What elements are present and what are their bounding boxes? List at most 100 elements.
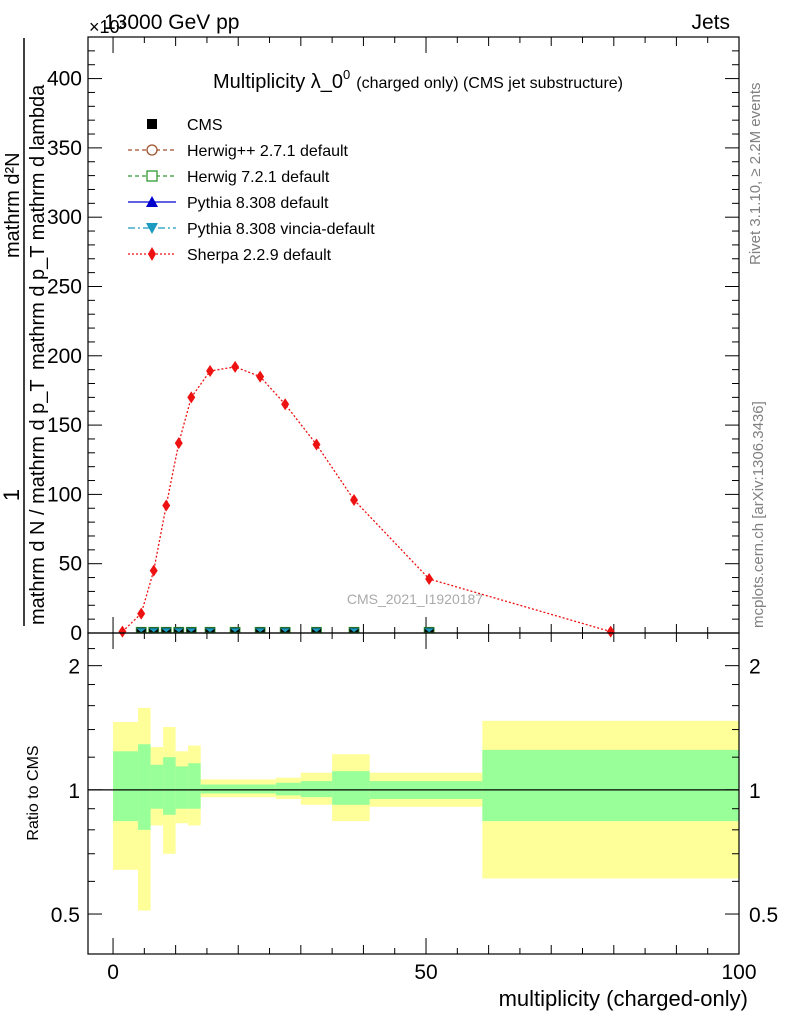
- vincia-point: [349, 628, 360, 633]
- legend: CMS Herwig++ 2.7.1 default Herwig 7.2.1 de…: [128, 117, 375, 264]
- vincia-point: [230, 628, 241, 633]
- herwig7-point: [160, 626, 172, 633]
- legend-marker-open-square: [146, 170, 158, 182]
- ratio-inner-band: [138, 744, 151, 830]
- ratio-y-tick-label-right: 1: [749, 780, 761, 803]
- title-superscript: 0: [343, 67, 350, 82]
- main-series: [118, 360, 615, 638]
- ratio-inner-band: [275, 782, 301, 796]
- x-tick-label: 0: [107, 961, 119, 984]
- ratio-inner-band: [188, 763, 201, 809]
- herwig7-point: [423, 626, 435, 633]
- sherpa-point: [350, 493, 359, 506]
- vincia-point: [136, 628, 147, 633]
- main-y-tick-label: 50: [59, 553, 82, 576]
- herwig7-point: [348, 626, 360, 633]
- ratio-frame: [87, 632, 740, 955]
- legend-entry: Pythia 8.308 vincia-default: [128, 221, 375, 238]
- y-title-right-numerator: mathrm d²N: [2, 152, 24, 258]
- main-y-tick-label: 100: [47, 483, 82, 506]
- x-tick-label: 50: [414, 961, 437, 984]
- y-axis-exponent: ×10³: [89, 17, 126, 37]
- sherpa-point: [312, 438, 321, 451]
- sherpa-point: [206, 365, 215, 378]
- sherpa-point: [149, 564, 158, 577]
- main-y-tick-label: 250: [47, 275, 82, 298]
- chart-title: Multiplicity λ_00 (charged only) (CMS jet…: [213, 67, 623, 93]
- ratio-inner-band: [300, 781, 333, 798]
- vincia-point: [186, 628, 197, 633]
- sherpa-point: [281, 398, 290, 411]
- ratio-inner-band: [244, 784, 276, 794]
- legend-entry: CMS: [147, 117, 223, 134]
- main-y-axis-title: 1 mathrm d N / mathrm d p_T mathrm d²N m…: [0, 38, 49, 626]
- mcplots-reference-label: mcplots.cern.ch [arXiv:1306.3436]: [750, 401, 767, 628]
- main-y-tick-label: 0: [70, 622, 82, 645]
- x-tick-label: 100: [721, 961, 756, 984]
- ratio-inner-band: [163, 757, 176, 815]
- title-rest: (charged only) (CMS jet substructure): [356, 75, 623, 92]
- main-y-tick-label: 400: [47, 68, 82, 91]
- sherpa-point: [118, 625, 127, 638]
- sherpa-point: [162, 499, 171, 512]
- legend-marker-diamond: [148, 247, 156, 261]
- sherpa-point: [231, 360, 240, 373]
- analysis-watermark: CMS_2021_I1920187: [347, 591, 483, 607]
- ratio-y-tick-label: 2: [68, 656, 80, 679]
- legend-label: CMS: [187, 117, 223, 134]
- vincia-point: [173, 628, 184, 633]
- sherpa-point: [187, 391, 196, 404]
- sherpa-point: [606, 625, 615, 638]
- herwig7-point: [311, 626, 322, 633]
- main-y-tick-label: 300: [47, 206, 82, 229]
- ratio-y-tick-label-right: 0.5: [749, 904, 778, 927]
- legend-marker-triangle-up: [146, 196, 158, 207]
- sherpa-point: [137, 607, 146, 620]
- ratio-y-tick-label: 1: [68, 780, 80, 803]
- legend-entry: Herwig 7.2.1 default: [128, 169, 330, 186]
- legend-entry: Herwig++ 2.7.1 default: [128, 143, 349, 160]
- herwig7-point: [135, 626, 147, 633]
- sherpa-curve: [121, 366, 611, 633]
- ratio-y-axis-title: Ratio to CMS: [25, 745, 42, 840]
- ratio-inner-band: [150, 764, 164, 809]
- ratio-inner-band: [332, 771, 370, 805]
- legend-marker-square: [147, 119, 157, 129]
- vincia-point: [205, 628, 216, 633]
- herwig7-point: [229, 626, 241, 633]
- sherpa-point: [425, 572, 434, 585]
- header-energy-label: 13000 GeV pp: [104, 11, 239, 34]
- rivet-version-label: Rivet 3.1.10, ≥ 2.2M events: [747, 83, 764, 266]
- herwig7-point: [254, 626, 266, 633]
- legend-label: Herwig++ 2.7.1 default: [187, 143, 349, 160]
- herwig7-point: [204, 626, 216, 633]
- ratio-plot-panel: 0.5 0.5 1 1 2 2 0 50 100 Ratio to CMS multiplici…: [25, 632, 778, 1011]
- y-title-denominator: mathrm d N / mathrm d p_T: [27, 379, 49, 625]
- vincia-point: [424, 628, 435, 633]
- legend-label: Sherpa 2.2.9 default: [187, 247, 332, 264]
- legend-entry: Sherpa 2.2.9 default: [128, 247, 332, 264]
- ratio-inner-band: [482, 749, 739, 822]
- ratio-y-tick-label: 0.5: [51, 904, 80, 927]
- sherpa-point: [174, 437, 183, 450]
- herwig7-point: [185, 626, 197, 633]
- ratio-inner-band: [113, 751, 139, 822]
- ratio-bands: [88, 707, 739, 911]
- x-axis-title: multiplicity (charged-only): [499, 986, 748, 1011]
- legend-marker-triangle-down: [146, 223, 158, 234]
- ratio-y-tick-label-right: 2: [749, 656, 761, 679]
- legend-entry: Pythia 8.308 default: [128, 195, 329, 212]
- legend-label: Herwig 7.2.1 default: [187, 169, 330, 186]
- ratio-axis-ticks: 0.5 0.5 1 1 2 2 0 50 100: [51, 633, 778, 984]
- herwig7-point: [279, 626, 291, 633]
- main-y-tick-label: 350: [47, 137, 82, 160]
- herwig7-point: [148, 626, 160, 633]
- y-title-numerator: 1: [0, 489, 24, 501]
- title-main: Multiplicity λ_0: [213, 71, 343, 93]
- legend-label: Pythia 8.308 vincia-default: [187, 221, 375, 238]
- main-y-tick-label: 200: [47, 345, 82, 368]
- herwig7-point: [173, 626, 185, 633]
- ratio-inner-band: [175, 766, 189, 809]
- sherpa-point: [256, 370, 265, 383]
